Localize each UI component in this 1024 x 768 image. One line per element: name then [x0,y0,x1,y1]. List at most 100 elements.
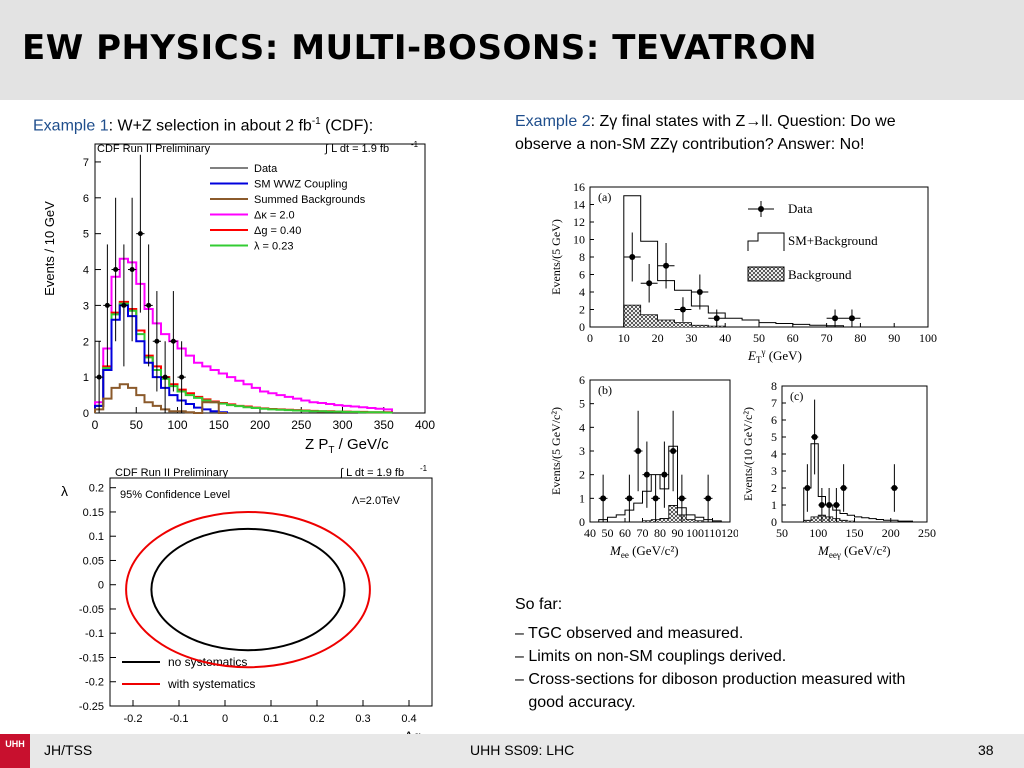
example2-line2: observe a non-SM ZZγ contribution? Answe… [515,136,865,153]
x-tick-label: 300 [332,418,352,432]
x-axis-label: Mee (GeV/c²) [609,543,679,560]
y-tick-label: -0.25 [79,701,104,713]
data-point [626,495,633,502]
x-tick-label: 250 [291,418,311,432]
y-tick-label: 1 [579,491,585,505]
sm-background-hist [598,445,730,523]
data-point [129,267,135,273]
x-tick-label: 150 [846,526,864,540]
y-tick-label: 8 [579,250,585,264]
x-tick-label: 50 [602,526,614,540]
x-tick-label: 30 [685,331,697,345]
data-point [652,495,659,502]
y-tick-label: 3 [579,444,585,458]
x-tick-label: 40 [584,526,596,540]
series-line-4 [94,302,393,414]
x-tick-label: 80 [654,526,666,540]
data-point [679,306,686,313]
example2-line1: : Zγ final states with Z→ll. Question: D… [590,113,896,130]
x-tick-label: 0 [587,331,593,345]
legend-label: Δg = 0.40 [254,225,301,237]
y-tick-label: 4 [579,285,585,299]
footer-course: UHH SS09: LHC [470,742,575,758]
legend-label: Background [788,267,852,282]
x-tick-label: -0.2 [124,713,143,725]
y-tick-label: 12 [573,215,585,229]
data-point [840,485,847,491]
background-hist [623,304,726,327]
x-tick-label: 100 [809,526,827,540]
x-tick-label: 150 [209,418,229,432]
y-tick-label: 0 [83,408,89,420]
x-tick-label: 60 [787,331,799,345]
confidence-label: 95% Confidence Level [120,489,230,501]
data-point [629,254,636,260]
data-point [154,338,160,344]
chart-title: CDF Run II Preliminary [97,143,211,155]
x-tick-label: 70 [821,331,833,345]
data-point [661,471,668,478]
legend-label: λ = 0.23 [254,241,293,253]
y-tick-label: 6 [579,373,585,387]
y-tick-label: 4 [579,420,585,434]
panel-label: (b) [598,383,612,397]
background-hist [598,505,730,523]
y-tick-label: 16 [573,180,585,194]
y-tick-label: 5 [579,397,585,411]
x-tick-label: -0.1 [170,713,189,725]
y-tick-label: 2 [579,468,585,482]
x-tick-label: 200 [250,418,270,432]
x-tick-label: 120 [721,526,738,540]
data-point [818,502,825,508]
x-tick-label: 0.4 [401,713,416,725]
x-tick-label: 350 [374,418,394,432]
lambda-scale-label: Λ=2.0TeV [352,495,401,507]
x-tick-label: 200 [882,526,900,540]
data-point [848,315,855,322]
y-tick-label: 8 [771,379,777,393]
data-point [663,262,670,269]
x-tick-label: 0.2 [309,713,324,725]
chart-title: CDF Run II Preliminary [115,467,229,479]
x-tick-label: 100 [686,526,704,540]
y-tick-label: 7 [83,157,89,169]
data-point [646,280,653,287]
example1-text: : W+Z selection in about 2 fb [108,117,312,135]
y-axis-label: λ [61,483,68,499]
data-point [146,302,152,308]
legend-label: SM+Background [788,233,878,248]
legend-label: Summed Backgrounds [254,194,366,206]
summary-heading: So far: [515,596,563,613]
example2-label: Example 2 [515,113,591,130]
x-tick-label: 90 [888,331,900,345]
x-tick-label: 0 [222,713,228,725]
legend-swatch [747,266,785,282]
y-tick-label: 0.15 [83,507,104,519]
y-tick-label: 5 [771,430,777,444]
legend-swatch [747,232,785,251]
series-line-2 [94,257,393,413]
x-tick-label: 0 [92,418,99,432]
footer-bar [0,734,1024,768]
x-tick-label: 110 [704,526,722,540]
data-point [670,448,677,454]
sm-background-hist [803,443,913,522]
x-tick-label: 400 [415,418,435,432]
data-point [804,485,811,491]
y-tick-label: 0 [579,320,585,334]
series-line-3 [94,300,393,414]
mee-chart: 0 1 2 3 4 5 6 40 50 60 70 80 90 100 110 120 (b) Events/(5… [549,373,738,560]
y-axis-label: Events/(5 GeV) [549,219,563,295]
data-point [811,434,818,440]
y-tick-label: 1 [771,498,777,512]
data-point [713,315,720,322]
y-tick-label: 7 [771,396,777,410]
data-point [705,495,712,502]
example1-text-b: (CDF): [320,117,374,135]
data-point [121,302,127,308]
x-tick-label: 100 [919,331,937,345]
series-line-0 [94,304,228,414]
page-number: 38 [978,742,994,758]
y-tick-label: 0 [771,515,777,529]
